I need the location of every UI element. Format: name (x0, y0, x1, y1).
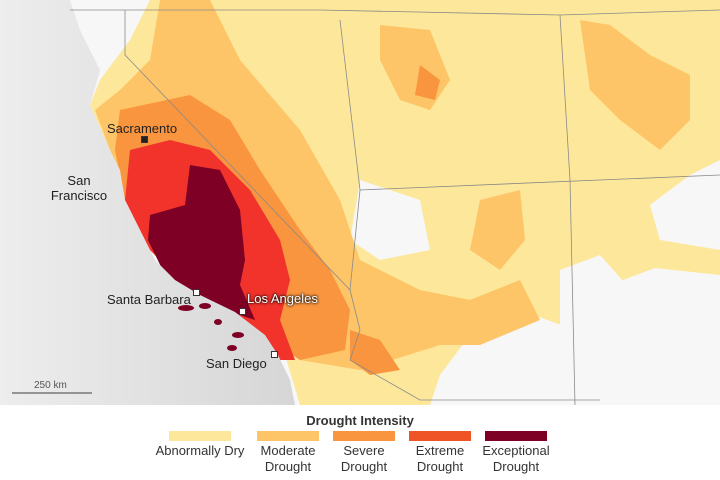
legend-label: Extreme Drought (415, 443, 465, 474)
city-marker (141, 136, 148, 143)
scale-label: 250 km (34, 380, 67, 391)
city-label: San Diego (206, 356, 267, 371)
city-marker (239, 308, 246, 315)
map (0, 0, 720, 405)
legend-title: Drought Intensity (306, 413, 414, 428)
legend-label: Severe Drought (340, 443, 388, 474)
moderate-area (580, 20, 690, 150)
land-gap (350, 180, 430, 260)
legend-swatch (409, 431, 471, 441)
moderate-area (470, 190, 525, 270)
land-gap (560, 255, 640, 350)
legend-swatch (485, 431, 547, 441)
legend-label: Abnormally Dry (155, 443, 245, 458)
city-marker (271, 351, 278, 358)
ocean (0, 0, 295, 405)
legend-label: Moderate Drought (260, 443, 316, 474)
severe-area (350, 330, 400, 375)
legend-label: Exceptional Drought (482, 443, 550, 474)
legend-swatch (169, 431, 231, 441)
city-label: Los Angeles (247, 291, 318, 306)
channel-islands (178, 303, 244, 351)
city-label: Sacramento (107, 121, 178, 136)
legend-swatch (257, 431, 319, 441)
city-label: San Francisco (50, 173, 108, 203)
city-label: Santa Barbara (107, 292, 191, 307)
city-marker (193, 289, 200, 296)
severe-area (415, 65, 440, 100)
state-borders (70, 9, 720, 405)
legend-swatch (333, 431, 395, 441)
